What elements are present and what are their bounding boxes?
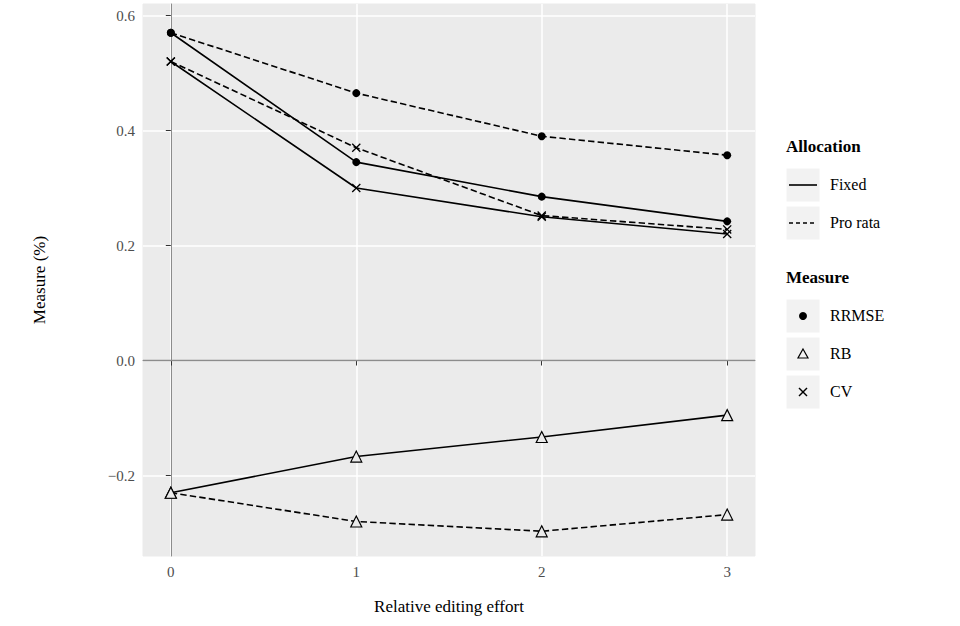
svg-text:0.2: 0.2 [116,238,135,254]
svg-text:0.6: 0.6 [116,8,135,24]
svg-text:0: 0 [167,564,175,580]
svg-text:−0.2: −0.2 [108,468,135,484]
svg-text:Pro rata: Pro rata [830,214,880,231]
svg-text:0.4: 0.4 [116,123,135,139]
svg-text:RB: RB [830,345,851,362]
svg-text:0.0: 0.0 [116,353,135,369]
svg-text:Fixed: Fixed [830,176,866,193]
svg-text:Allocation: Allocation [786,137,861,156]
svg-text:1: 1 [353,564,361,580]
svg-text:RRMSE: RRMSE [830,307,884,324]
svg-text:3: 3 [723,564,731,580]
svg-text:Measure: Measure [786,268,849,287]
svg-text:CV: CV [830,383,853,400]
svg-text:Relative editing effort: Relative editing effort [374,597,524,616]
svg-text:Measure (%): Measure (%) [30,236,49,324]
svg-text:2: 2 [538,564,546,580]
